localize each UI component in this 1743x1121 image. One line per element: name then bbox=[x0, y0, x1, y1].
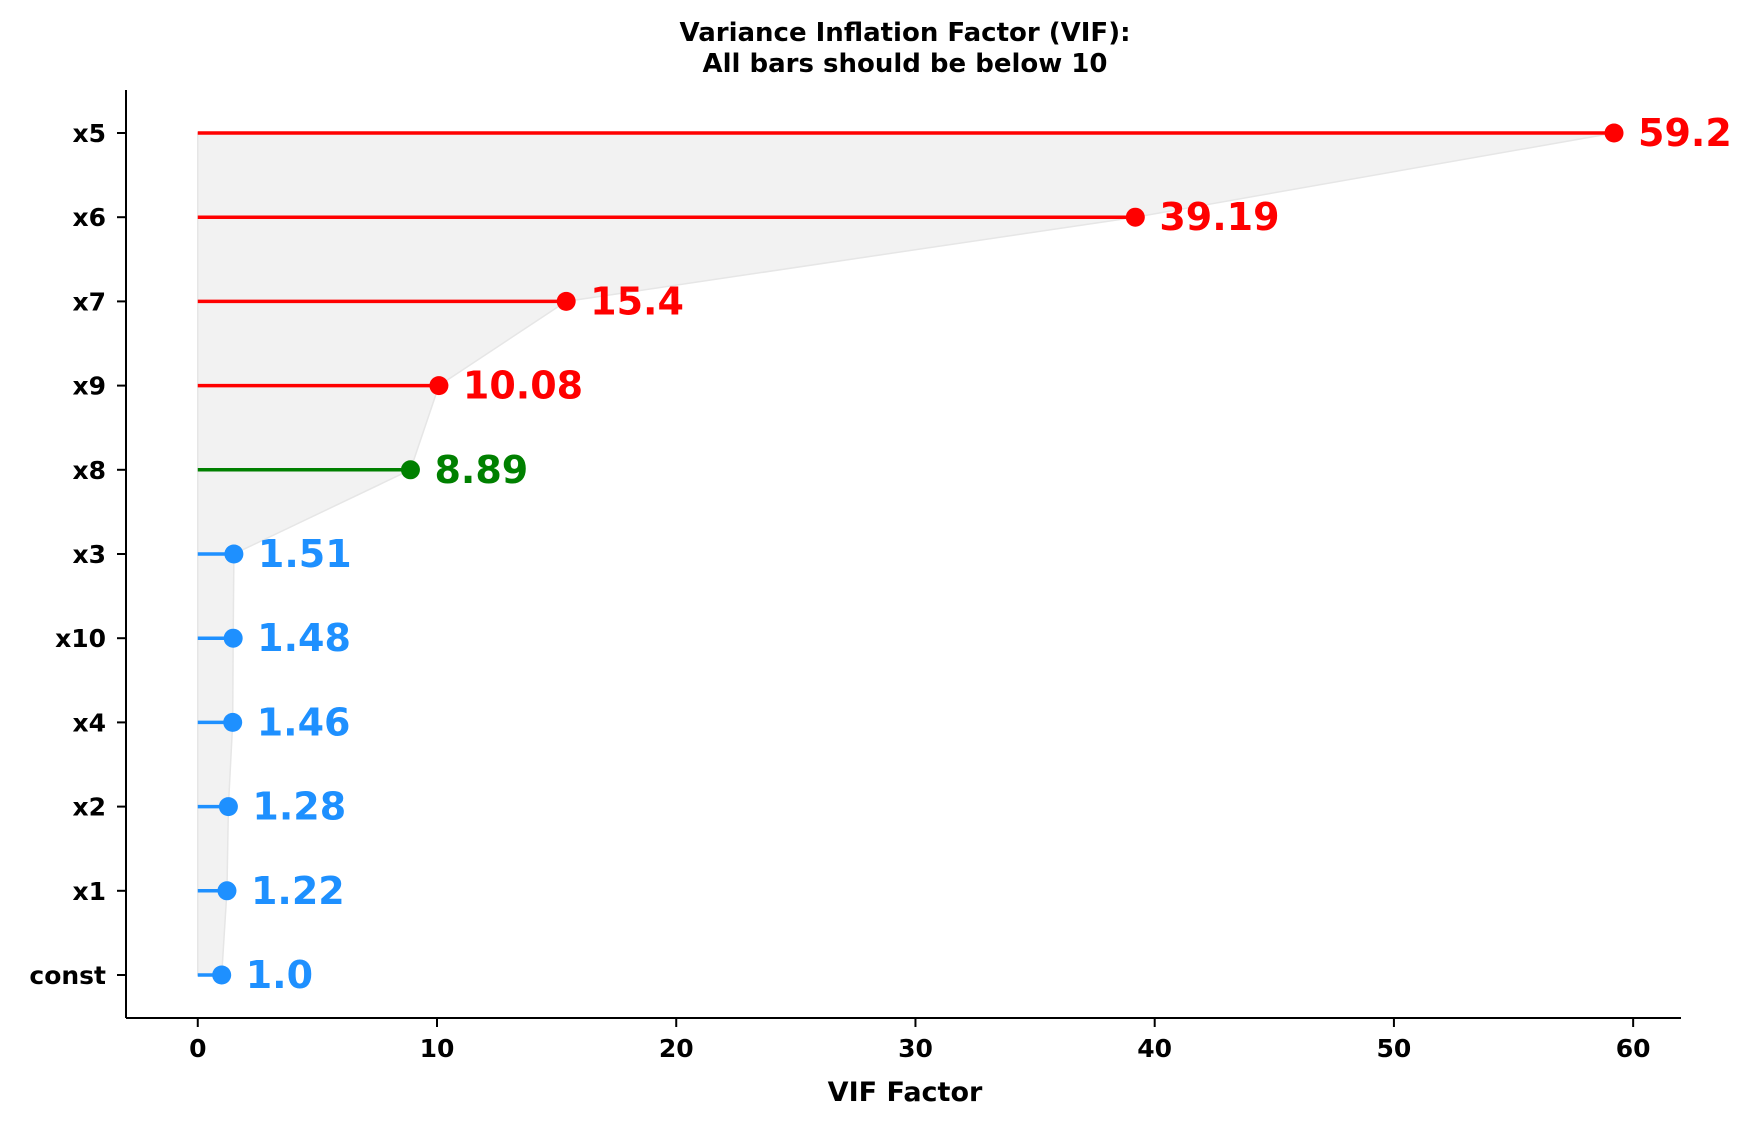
value-label-x9: 10.08 bbox=[463, 364, 583, 408]
dot-const bbox=[212, 965, 232, 985]
y-tick-label-x1: x1 bbox=[72, 877, 106, 906]
dot-x10 bbox=[223, 628, 243, 648]
chart-title-line-2: All bars should be below 10 bbox=[702, 49, 1107, 79]
value-label-x3: 1.51 bbox=[258, 532, 352, 576]
value-label-x4: 1.46 bbox=[257, 700, 351, 744]
x-tick-label: 40 bbox=[1137, 1034, 1172, 1063]
dot-x8 bbox=[400, 460, 420, 480]
value-label-x5: 59.2 bbox=[1638, 111, 1732, 155]
y-tick-label-x10: x10 bbox=[55, 624, 106, 653]
x-tick-label: 60 bbox=[1616, 1034, 1651, 1063]
value-label-x6: 39.19 bbox=[1159, 195, 1279, 239]
dot-x6 bbox=[1125, 207, 1145, 227]
y-tick-label-x7: x7 bbox=[72, 287, 106, 316]
value-label-const: 1.0 bbox=[246, 953, 313, 997]
y-tick-label-x6: x6 bbox=[72, 203, 106, 232]
x-tick-label: 10 bbox=[420, 1034, 455, 1063]
dot-x3 bbox=[224, 544, 244, 564]
value-label-x1: 1.22 bbox=[251, 869, 345, 913]
value-label-x7: 15.4 bbox=[590, 279, 684, 323]
y-tick-label-const: const bbox=[29, 961, 106, 990]
value-label-x8: 8.89 bbox=[434, 448, 528, 492]
x-ticks: 0 10 20 30 40 50 60 bbox=[189, 1018, 1651, 1063]
y-tick-label-x4: x4 bbox=[72, 708, 106, 737]
dot-x5 bbox=[1604, 123, 1624, 143]
value-label-x10: 1.48 bbox=[257, 616, 351, 660]
dot-x7 bbox=[556, 291, 576, 311]
chart-title-line-1: Variance Inflation Factor (VIF): bbox=[680, 18, 1131, 48]
value-label-x2: 1.28 bbox=[252, 785, 346, 829]
lollipop-stems bbox=[197, 131, 1615, 977]
x-axis-label: VIF Factor bbox=[828, 1077, 983, 1108]
y-ticks: x5 x6 x7 x9 x8 x3 x10 x4 x2 x1 const bbox=[29, 119, 126, 990]
lollipop-dots bbox=[212, 123, 1624, 985]
y-tick-label-x2: x2 bbox=[72, 793, 106, 822]
area-fill-polygon bbox=[197, 132, 1615, 976]
dot-x4 bbox=[223, 712, 243, 732]
x-tick-label: 20 bbox=[659, 1034, 694, 1063]
y-tick-label-x3: x3 bbox=[72, 540, 106, 569]
dot-x2 bbox=[218, 797, 238, 817]
x-tick-label: 50 bbox=[1377, 1034, 1412, 1063]
y-tick-label-x5: x5 bbox=[72, 119, 106, 148]
x-tick-label: 30 bbox=[898, 1034, 933, 1063]
dot-x1 bbox=[217, 881, 237, 901]
x-tick-label: 0 bbox=[189, 1034, 206, 1063]
area-fill bbox=[197, 132, 1615, 976]
y-tick-label-x8: x8 bbox=[72, 456, 106, 485]
dot-x9 bbox=[429, 376, 449, 396]
value-labels: 59.2 39.19 15.410.08 8.89 1.51 1.48 1.46 1.28 1.… bbox=[246, 111, 1732, 997]
y-tick-label-x9: x9 bbox=[72, 372, 106, 401]
